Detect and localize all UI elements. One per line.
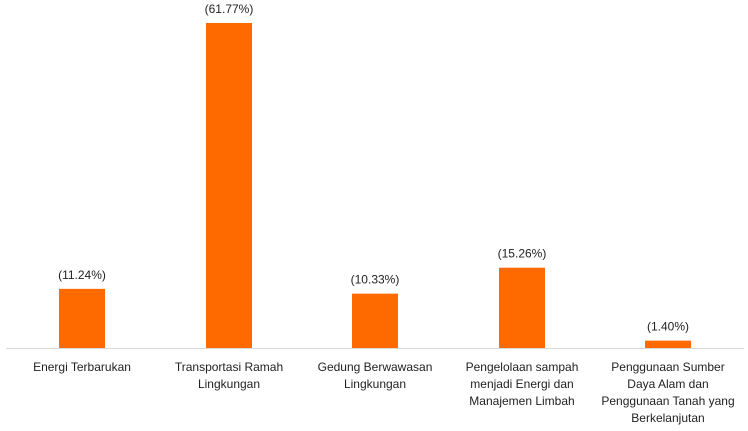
bar <box>206 23 252 348</box>
data-label: (15.26%) <box>498 247 547 261</box>
bars-group <box>59 23 691 348</box>
data-label: (61.77%) <box>205 2 254 16</box>
data-labels-group: (11.24%) (61.77%) (10.33%) (15.26%) (1.40%) <box>58 2 689 334</box>
category-label: Penggunaan Sumber Daya Alam dan Penggunaan… <box>601 360 734 425</box>
category-label: Energi Terbarukan <box>33 360 131 374</box>
category-label: Transportasi Ramah Lingkungan <box>175 360 283 391</box>
category-labels-group: Energi Terbarukan Transportasi Ramah Lingk… <box>33 360 735 425</box>
data-label: (11.24%) <box>58 268 106 282</box>
data-label: (1.40%) <box>647 320 689 334</box>
category-label: Pengelolaan sampah menjadi Energi dan Mana… <box>466 360 579 408</box>
bar <box>59 288 105 348</box>
category-label: Gedung Berwawasan Lingkungan <box>318 360 433 391</box>
bar <box>645 340 691 348</box>
bar <box>352 293 398 348</box>
bar <box>499 267 545 348</box>
data-label: (10.33%) <box>351 273 400 287</box>
